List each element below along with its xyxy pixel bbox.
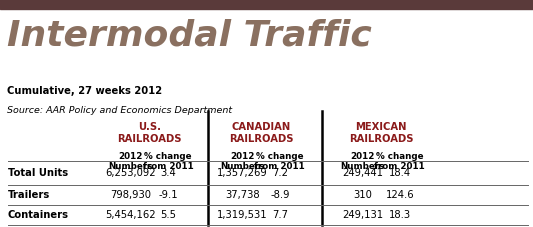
Text: Source: AAR Policy and Economics Department: Source: AAR Policy and Economics Departm… [7, 106, 232, 114]
Text: Cumulative, 27 weeks 2012: Cumulative, 27 weeks 2012 [7, 85, 162, 95]
Text: 2012
Numbers: 2012 Numbers [220, 151, 265, 170]
Text: Intermodal Traffic: Intermodal Traffic [7, 18, 372, 52]
Text: Trailers: Trailers [8, 189, 50, 199]
Text: 1,357,269: 1,357,269 [217, 168, 268, 178]
Text: 18.4: 18.4 [389, 168, 411, 178]
Text: Total Units: Total Units [8, 168, 68, 178]
Text: 6,253,092: 6,253,092 [106, 168, 156, 178]
Text: 249,441: 249,441 [342, 168, 383, 178]
Text: -9.1: -9.1 [158, 189, 177, 199]
Text: % change
from 2011: % change from 2011 [374, 151, 425, 170]
Text: MEXICAN
RAILROADS: MEXICAN RAILROADS [349, 121, 414, 143]
Bar [0, 0, 533, 10]
Text: 37,738: 37,738 [225, 189, 260, 199]
Text: 249,131: 249,131 [342, 210, 383, 220]
Text: 7.7: 7.7 [272, 210, 288, 220]
Text: 2012
Numbers: 2012 Numbers [340, 151, 385, 170]
Text: -8.9: -8.9 [270, 189, 289, 199]
Text: % change
from 2011: % change from 2011 [142, 151, 193, 170]
Text: 5,454,162: 5,454,162 [106, 210, 156, 220]
Text: 798,930: 798,930 [110, 189, 151, 199]
Text: 310: 310 [353, 189, 372, 199]
Text: 124.6: 124.6 [385, 189, 414, 199]
Text: Containers: Containers [8, 210, 69, 220]
Text: 5.5: 5.5 [160, 210, 176, 220]
Text: 18.3: 18.3 [389, 210, 411, 220]
Text: 2012
Numbers: 2012 Numbers [108, 151, 153, 170]
Text: 7.2: 7.2 [272, 168, 288, 178]
Text: 1,319,531: 1,319,531 [217, 210, 268, 220]
Text: 3.4: 3.4 [160, 168, 176, 178]
Text: CANADIAN
RAILROADS: CANADIAN RAILROADS [229, 121, 294, 143]
Text: % change
from 2011: % change from 2011 [254, 151, 305, 170]
Text: U.S.
RAILROADS: U.S. RAILROADS [117, 121, 182, 143]
